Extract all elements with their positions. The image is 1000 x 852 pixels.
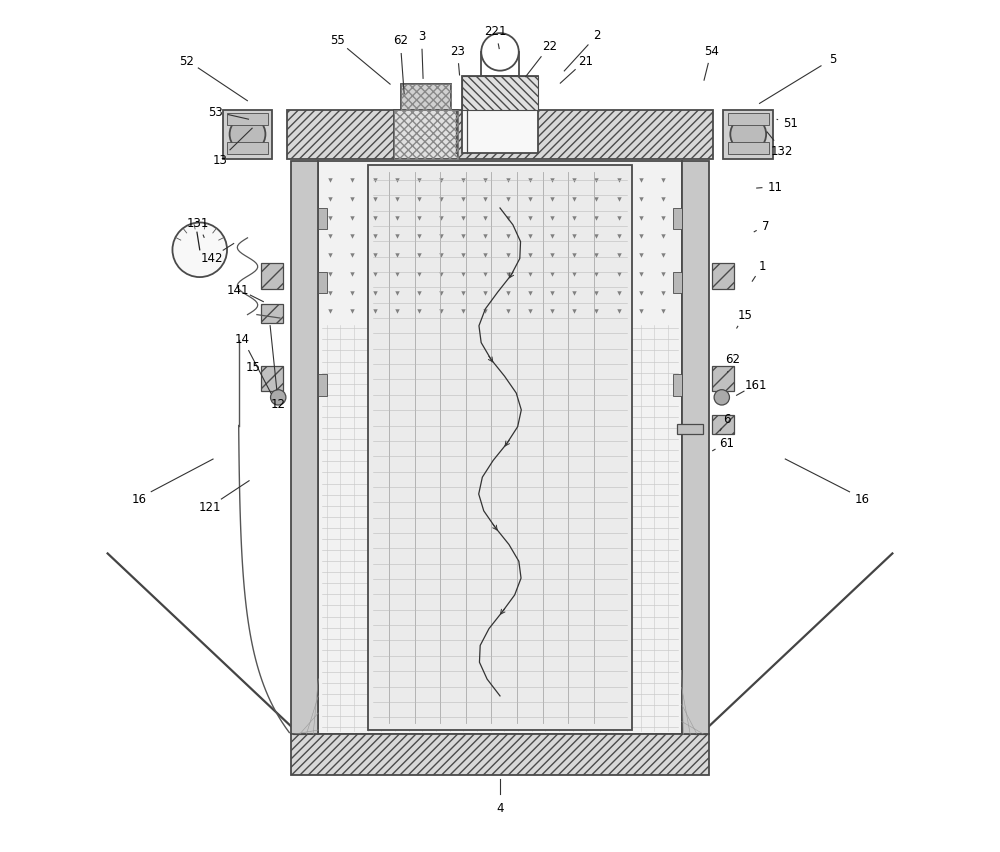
Text: 7: 7 <box>762 219 770 233</box>
Bar <box>291 734 709 775</box>
Bar <box>401 85 451 111</box>
Text: 22: 22 <box>542 40 557 54</box>
Bar <box>291 162 318 734</box>
Bar <box>673 375 682 396</box>
Text: 62: 62 <box>725 353 740 366</box>
Bar <box>682 162 709 734</box>
Bar <box>261 366 283 392</box>
Text: 61: 61 <box>719 436 734 450</box>
Text: 142: 142 <box>200 251 223 265</box>
Circle shape <box>172 223 227 278</box>
Text: 132: 132 <box>771 145 794 158</box>
Bar <box>368 166 632 730</box>
Circle shape <box>271 390 286 406</box>
Bar <box>712 366 734 392</box>
Text: 15: 15 <box>246 360 261 374</box>
Text: 11: 11 <box>768 181 783 194</box>
Bar <box>462 77 538 153</box>
Bar <box>261 264 283 290</box>
Text: 4: 4 <box>496 801 504 815</box>
Bar <box>318 162 682 734</box>
Text: 55: 55 <box>330 34 344 48</box>
Text: 161: 161 <box>745 378 767 392</box>
Text: 62: 62 <box>393 34 408 48</box>
Circle shape <box>714 390 729 406</box>
Bar <box>677 424 703 435</box>
Bar <box>462 77 538 112</box>
Bar <box>394 111 458 160</box>
Text: 13: 13 <box>213 153 228 167</box>
Bar <box>723 111 773 159</box>
Text: 54: 54 <box>704 44 719 58</box>
Text: 23: 23 <box>450 44 465 58</box>
Text: 121: 121 <box>199 500 221 514</box>
Bar <box>227 143 268 155</box>
Bar <box>712 264 734 290</box>
Bar <box>318 209 327 230</box>
Bar <box>673 209 682 230</box>
Text: 52: 52 <box>180 55 194 68</box>
Circle shape <box>230 118 265 153</box>
Text: 15: 15 <box>737 308 752 322</box>
Bar <box>401 85 451 111</box>
Text: 12: 12 <box>271 397 286 411</box>
Bar <box>673 273 682 294</box>
Text: 5: 5 <box>829 53 836 66</box>
Bar <box>227 114 268 126</box>
Text: 3: 3 <box>418 30 425 43</box>
Bar <box>287 111 713 160</box>
Bar <box>318 273 327 294</box>
Text: 1: 1 <box>759 259 766 273</box>
Bar <box>223 111 272 159</box>
Bar <box>318 375 327 396</box>
Text: 51: 51 <box>783 117 798 130</box>
Text: 14: 14 <box>235 332 250 346</box>
Bar <box>712 416 734 435</box>
Text: 16: 16 <box>132 492 147 505</box>
Bar <box>728 114 769 126</box>
Text: 16: 16 <box>854 492 869 505</box>
Bar <box>394 111 458 160</box>
Text: 141: 141 <box>227 283 249 296</box>
Text: 6: 6 <box>723 412 731 426</box>
Text: 53: 53 <box>208 106 222 119</box>
Circle shape <box>730 118 766 153</box>
Text: 221: 221 <box>484 25 507 38</box>
Text: 131: 131 <box>187 216 209 230</box>
Text: 21: 21 <box>578 55 593 68</box>
Bar <box>261 305 283 324</box>
Bar <box>728 143 769 155</box>
Text: 2: 2 <box>593 29 601 43</box>
